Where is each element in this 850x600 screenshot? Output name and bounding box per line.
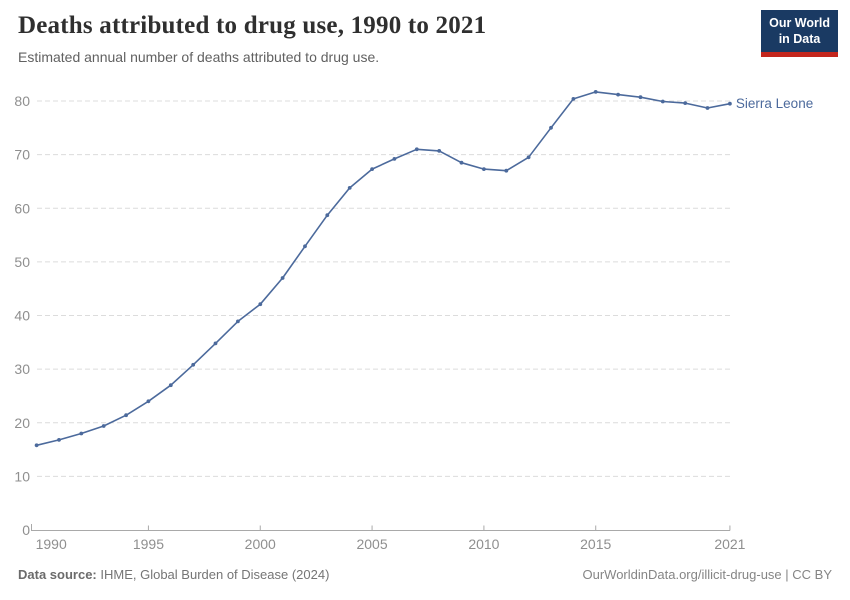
data-point-marker: [728, 101, 732, 106]
data-source-note: Data source: IHME, Global Burden of Dise…: [18, 567, 329, 582]
data-point-marker: [124, 413, 128, 418]
data-point-marker: [101, 424, 106, 428]
data-point-marker: [526, 155, 531, 160]
data-point-marker: [459, 160, 464, 165]
data-point-marker: [236, 319, 240, 324]
data-point-marker: [168, 383, 173, 388]
x-axis-tick-label: 2021: [714, 536, 745, 552]
chart-header: Deaths attributed to drug use, 1990 to 2…: [18, 12, 486, 65]
data-point-marker: [549, 125, 553, 130]
data-point-marker: [79, 431, 84, 436]
data-point-marker: [392, 157, 397, 161]
data-point-marker: [57, 438, 61, 442]
owid-logo-line1: Our World: [769, 16, 830, 30]
data-point-marker: [571, 97, 576, 101]
x-axis-tick-label: 2005: [356, 536, 387, 552]
chart-subtitle: Estimated annual number of deaths attrib…: [18, 49, 380, 65]
data-point-marker: [280, 276, 285, 280]
data-point-marker: [504, 168, 509, 173]
x-axis-tick-label: 2010: [468, 536, 499, 552]
data-source-text: IHME, Global Burden of Disease (2024): [100, 567, 330, 582]
y-axis-tick-label: 0: [22, 522, 30, 538]
data-source-label: Data source:: [18, 567, 97, 582]
data-point-marker: [638, 95, 643, 100]
y-axis-tick-label: 40: [14, 308, 30, 324]
y-axis-tick-label: 50: [14, 254, 30, 270]
data-point-marker: [437, 149, 442, 153]
data-point-marker: [258, 302, 263, 307]
y-axis-tick-label: 10: [14, 468, 30, 484]
data-point-marker: [593, 90, 598, 94]
y-axis-tick-label: 30: [14, 361, 30, 377]
y-axis-tick-label: 60: [14, 200, 30, 216]
x-axis-tick-label: 1990: [36, 536, 67, 552]
y-axis-tick-label: 80: [14, 93, 30, 109]
y-axis-tick-label: 70: [14, 147, 30, 163]
chart-title: Deaths attributed to drug use, 1990 to 2…: [18, 12, 487, 39]
data-point-marker: [660, 99, 665, 104]
series-line[interactable]: [35, 91, 731, 447]
data-point-marker: [303, 244, 307, 249]
data-point-marker: [191, 362, 196, 367]
data-point-marker: [146, 399, 151, 404]
data-point-marker: [482, 167, 486, 172]
data-point-marker: [370, 167, 374, 172]
x-axis-tick-label: 1995: [133, 536, 164, 552]
data-point-marker: [414, 147, 419, 152]
data-point-marker: [683, 101, 688, 105]
data-point-marker: [213, 341, 218, 346]
owid-logo: Our World in Data: [761, 10, 838, 58]
y-axis-tick-label: 20: [14, 415, 30, 431]
x-axis-tick-label: 2015: [580, 536, 611, 552]
data-point-marker: [616, 92, 620, 97]
data-point-marker: [347, 186, 352, 190]
footer-link[interactable]: OurWorldinData.org/illicit-drug-use | CC…: [582, 567, 833, 582]
data-point-marker: [325, 213, 330, 218]
data-point-marker: [705, 106, 710, 110]
x-axis-tick-label: 2000: [245, 536, 276, 552]
series-entity-label[interactable]: Sierra Leone: [736, 96, 813, 111]
chart-footer: Data source: IHME, Global Burden of Dise…: [18, 567, 832, 582]
owid-logo-line2: in Data: [778, 31, 821, 46]
data-point-marker: [34, 443, 39, 448]
